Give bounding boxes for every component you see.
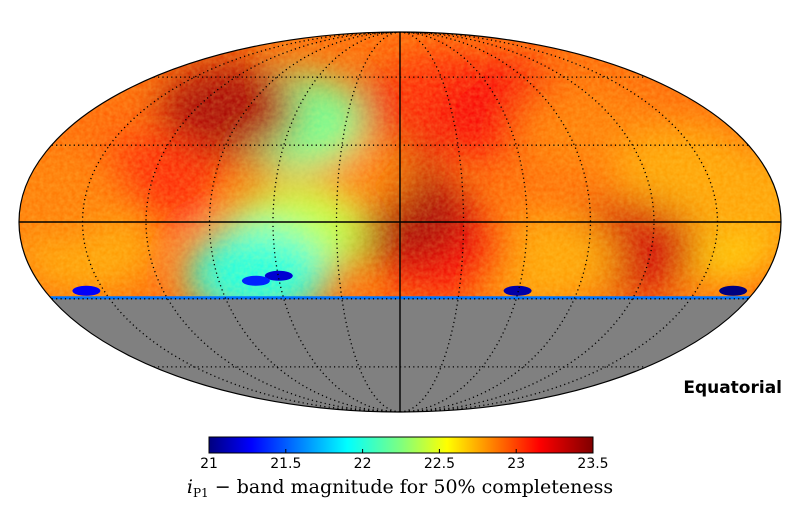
colorbar-tick-label: 23.5 — [577, 456, 608, 470]
colorbar-tick-label: 22 — [354, 456, 372, 470]
colorbar-label-text: − band magnitude for 50% completeness — [208, 476, 614, 498]
colorbar-tick-label: 21.5 — [270, 456, 301, 470]
colorbar-tick-label: 22.5 — [424, 456, 455, 470]
low-depth-patch — [503, 285, 532, 296]
low-depth-patch — [264, 270, 293, 281]
graticule-meridian — [399, 32, 655, 412]
colorbar-label: iP1 − band magnitude for 50% completenes… — [0, 476, 800, 500]
colorbar-tick-label: 23 — [507, 456, 525, 470]
colorbar-label-subscript: P1 — [192, 486, 209, 500]
coordinate-system-label: Equatorial — [683, 378, 782, 398]
low-depth-patch — [719, 285, 748, 296]
graticule-meridian — [145, 32, 401, 412]
colorbar-tick-label: 21 — [200, 456, 218, 470]
low-depth-patch — [241, 275, 270, 286]
colorbar-label-symbol: i — [186, 476, 193, 498]
colorbar: 21 21.5 22 22.5 23 23.5 — [200, 436, 609, 470]
sky-map — [18, 31, 782, 413]
colorbar-gradient — [208, 436, 594, 454]
low-depth-patch — [72, 285, 101, 296]
